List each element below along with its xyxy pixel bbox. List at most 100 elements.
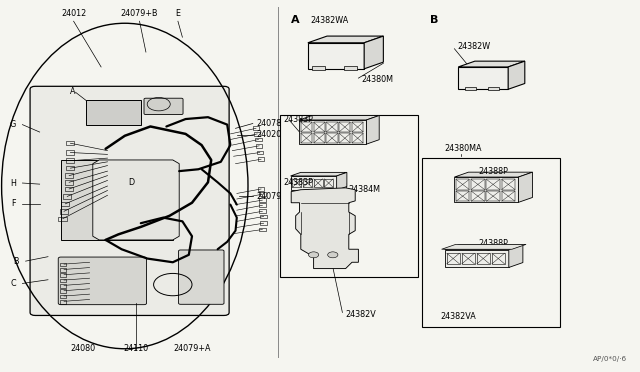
Text: 24388P: 24388P: [479, 167, 509, 176]
Text: A: A: [70, 87, 75, 96]
Text: F: F: [12, 199, 16, 208]
Bar: [65, 180, 73, 185]
Bar: [259, 209, 266, 213]
Bar: [257, 151, 263, 154]
Polygon shape: [308, 36, 383, 43]
Bar: [486, 191, 500, 201]
Bar: [292, 179, 301, 187]
Text: 24382W: 24382W: [458, 42, 491, 51]
Text: 24080: 24080: [70, 344, 96, 353]
Polygon shape: [509, 245, 523, 267]
Polygon shape: [454, 177, 518, 202]
Text: E: E: [175, 9, 180, 18]
Circle shape: [328, 252, 338, 258]
Bar: [488, 87, 499, 90]
Bar: [60, 284, 66, 288]
Bar: [344, 66, 357, 70]
FancyBboxPatch shape: [144, 98, 183, 115]
Polygon shape: [291, 188, 358, 269]
Bar: [352, 133, 364, 143]
Text: 24380M: 24380M: [362, 76, 394, 84]
Bar: [63, 194, 71, 199]
Text: D: D: [128, 178, 134, 187]
Bar: [447, 253, 460, 264]
Text: A: A: [291, 16, 300, 25]
Bar: [60, 279, 66, 282]
Bar: [324, 179, 333, 187]
Text: 24384M: 24384M: [349, 185, 381, 194]
Polygon shape: [337, 172, 347, 190]
Polygon shape: [445, 245, 523, 250]
Polygon shape: [458, 61, 525, 67]
Bar: [314, 122, 325, 132]
Bar: [253, 126, 259, 130]
Text: 24012: 24012: [61, 9, 86, 18]
Bar: [301, 122, 312, 132]
Bar: [61, 160, 173, 240]
Bar: [60, 273, 66, 277]
Bar: [65, 173, 73, 178]
Text: B: B: [13, 257, 19, 266]
Text: AP/0*0/·6: AP/0*0/·6: [593, 356, 627, 362]
Polygon shape: [445, 250, 509, 267]
Bar: [66, 158, 74, 163]
Bar: [339, 122, 351, 132]
Bar: [301, 133, 312, 143]
Text: 24020: 24020: [256, 130, 281, 139]
Text: 24383P: 24383P: [284, 178, 314, 187]
Bar: [280, 115, 418, 277]
Polygon shape: [308, 43, 364, 69]
Polygon shape: [300, 115, 380, 120]
Bar: [259, 228, 266, 231]
Bar: [303, 179, 312, 187]
Text: B: B: [430, 16, 438, 25]
Bar: [339, 133, 351, 143]
Bar: [259, 203, 266, 207]
Text: G: G: [10, 120, 16, 129]
Text: 24078: 24078: [256, 119, 281, 128]
Text: 24382VA: 24382VA: [440, 312, 476, 321]
Bar: [314, 179, 323, 187]
Polygon shape: [454, 172, 532, 177]
Polygon shape: [291, 176, 337, 190]
Bar: [461, 253, 474, 264]
Text: 24079+A: 24079+A: [173, 344, 211, 353]
Polygon shape: [442, 244, 526, 249]
Bar: [254, 132, 260, 136]
Bar: [312, 66, 325, 70]
Bar: [66, 141, 74, 145]
Bar: [486, 179, 500, 190]
Bar: [352, 122, 364, 132]
Bar: [60, 263, 66, 266]
Bar: [58, 217, 67, 221]
Bar: [86, 100, 141, 125]
Bar: [60, 289, 66, 293]
Polygon shape: [518, 172, 532, 202]
Bar: [471, 191, 484, 201]
Text: 24079+B: 24079+B: [121, 9, 158, 18]
Bar: [259, 198, 266, 202]
Bar: [492, 253, 504, 264]
Bar: [66, 150, 74, 155]
Polygon shape: [93, 160, 179, 240]
Text: 24110: 24110: [123, 344, 148, 353]
Bar: [255, 138, 262, 141]
Bar: [477, 253, 490, 264]
Bar: [60, 209, 68, 214]
Bar: [456, 179, 469, 190]
Bar: [60, 295, 66, 298]
Bar: [65, 187, 73, 191]
Bar: [259, 192, 266, 196]
Polygon shape: [300, 120, 366, 144]
Bar: [422, 158, 560, 327]
Bar: [456, 191, 469, 201]
Bar: [66, 166, 74, 170]
Bar: [258, 157, 264, 161]
Text: C: C: [10, 279, 16, 288]
Text: 24382V: 24382V: [346, 310, 376, 319]
Bar: [326, 133, 338, 143]
Bar: [314, 133, 325, 143]
Text: 24380MA: 24380MA: [445, 144, 483, 153]
Bar: [260, 221, 267, 225]
Bar: [465, 87, 476, 90]
